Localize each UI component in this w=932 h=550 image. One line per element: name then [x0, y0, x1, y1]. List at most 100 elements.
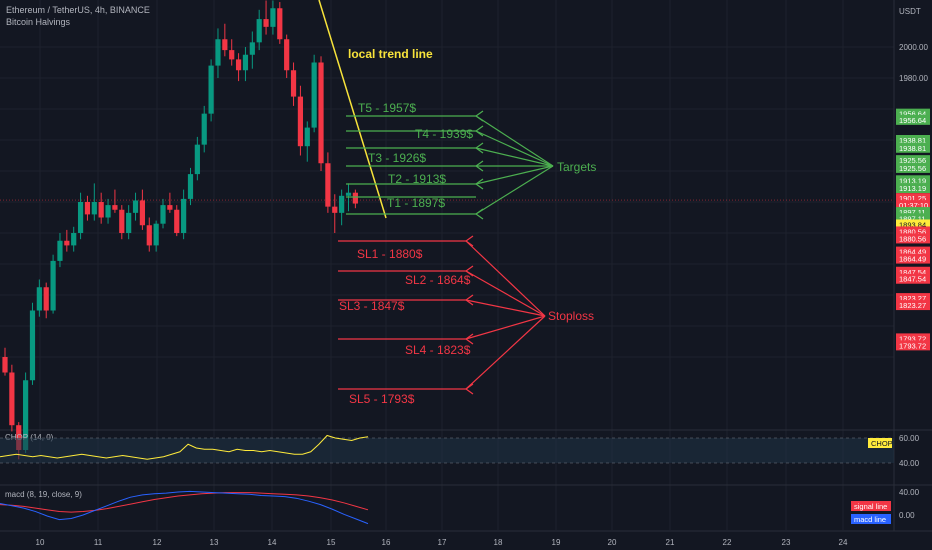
candle: [132, 192, 139, 221]
candle-body: [201, 113, 207, 145]
candle: [304, 121, 310, 162]
candle: [84, 195, 91, 221]
candle: [119, 205, 125, 240]
signal-line-badge: signal line: [851, 501, 891, 511]
price-tag-text: 1793.72: [899, 334, 926, 343]
candle-body: [215, 39, 221, 66]
candle-body: [57, 240, 63, 261]
candle: [242, 47, 249, 82]
price-tag-box: [896, 340, 930, 351]
candle-body: [229, 50, 235, 60]
price-tag: 1823.27: [896, 293, 930, 304]
candle: [339, 189, 345, 226]
signal-badge-box: [851, 501, 891, 511]
price-tag-text: 1925.56: [899, 164, 926, 173]
chop-badge-box: [868, 438, 892, 448]
candle: [311, 54, 317, 133]
candle-body: [352, 192, 358, 204]
price-tag-box: [896, 175, 930, 186]
price-tag-text: 1864.49: [899, 255, 926, 264]
candle: [91, 183, 97, 221]
time-axis-label: 18: [494, 538, 503, 547]
candle-body: [36, 287, 42, 311]
candle-body: [242, 54, 249, 71]
chop-line: [0, 434, 369, 460]
price-tag: 1956.64: [896, 108, 930, 119]
candle-body: [181, 198, 187, 233]
price-tag-box: [896, 108, 930, 119]
price-tag-box: [896, 135, 930, 145]
price-tag-text: 1897.11: [899, 208, 926, 217]
candle: [71, 226, 77, 252]
chop-tick-label: 40.00: [899, 459, 920, 468]
candle-body: [43, 287, 49, 311]
price-tag-box: [896, 219, 930, 230]
candle-body: [339, 195, 345, 213]
price-tag: 1913.19: [896, 175, 930, 186]
price-tag-box: [896, 233, 930, 244]
candle: [64, 229, 70, 252]
candle-body: [84, 202, 91, 215]
target-label: T1 - 1897$: [387, 196, 445, 210]
candle-body: [105, 205, 111, 218]
price-tag-box: [896, 200, 930, 211]
candle: [112, 189, 118, 213]
candle: [29, 302, 36, 385]
candle: [332, 194, 338, 233]
candle-body: [208, 65, 214, 114]
price-tag-box: [896, 114, 930, 125]
indicator-label: Bitcoin Halvings: [6, 17, 71, 27]
candle-body: [332, 206, 338, 213]
candle: [98, 192, 104, 224]
candle-body: [9, 372, 15, 426]
price-tag-text: 1793.72: [899, 341, 926, 350]
candle-body: [132, 200, 139, 213]
candle: [2, 347, 8, 376]
price-tag-text: 01:37:10: [899, 201, 928, 210]
price-tag: 1913.19: [896, 183, 930, 194]
candle: [77, 192, 84, 240]
time-axis-label: 21: [666, 538, 675, 547]
candle: [249, 31, 255, 69]
candle: [215, 28, 221, 78]
candle-body: [119, 209, 125, 233]
candle-body: [2, 357, 8, 373]
candle: [263, 0, 269, 35]
time-axis-label: 10: [36, 538, 45, 547]
candle: [270, 0, 276, 35]
macd-title: macd (8, 19, close, 9): [5, 490, 82, 499]
candle-body: [126, 212, 132, 233]
price-tag: 1864.49: [896, 246, 930, 257]
candle-body: [297, 96, 304, 147]
price-tag-box: [896, 213, 930, 224]
price-tick-label: 1980.00: [899, 74, 928, 83]
time-axis-label: 11: [94, 538, 103, 547]
candle-body: [277, 8, 283, 40]
macd-line-badge: macd line: [851, 514, 891, 524]
signal-badge-text: signal line: [854, 502, 887, 511]
stoploss-arrow-line: [465, 315, 546, 340]
chop-badge: CHOP: [868, 438, 893, 448]
stoploss-label: SL2 - 1864$: [405, 273, 471, 287]
target-arrow-line: [475, 147, 554, 167]
time-axis-label: 24: [839, 538, 848, 547]
time-axis-label: 14: [268, 538, 277, 547]
candle-body: [194, 144, 200, 175]
candle-body: [112, 205, 118, 210]
time-axis-label: 20: [608, 538, 617, 547]
candle: [167, 192, 173, 213]
price-tag-text: 1901.25: [899, 194, 926, 203]
price-tag-text: 1823.27: [899, 301, 926, 310]
price-tag-text: 1913.19: [899, 184, 926, 193]
price-tag: 1938.81: [896, 142, 930, 153]
price-tag: 1880.56: [896, 233, 930, 244]
candle-body: [263, 19, 269, 27]
candle-body: [91, 202, 97, 215]
time-axis-label: 13: [210, 538, 219, 547]
target-arrow-line: [475, 130, 554, 167]
candle-body: [64, 240, 70, 246]
price-tag-box: [896, 266, 930, 277]
price-tag: 1847.54: [896, 273, 930, 284]
candle: [284, 34, 290, 78]
